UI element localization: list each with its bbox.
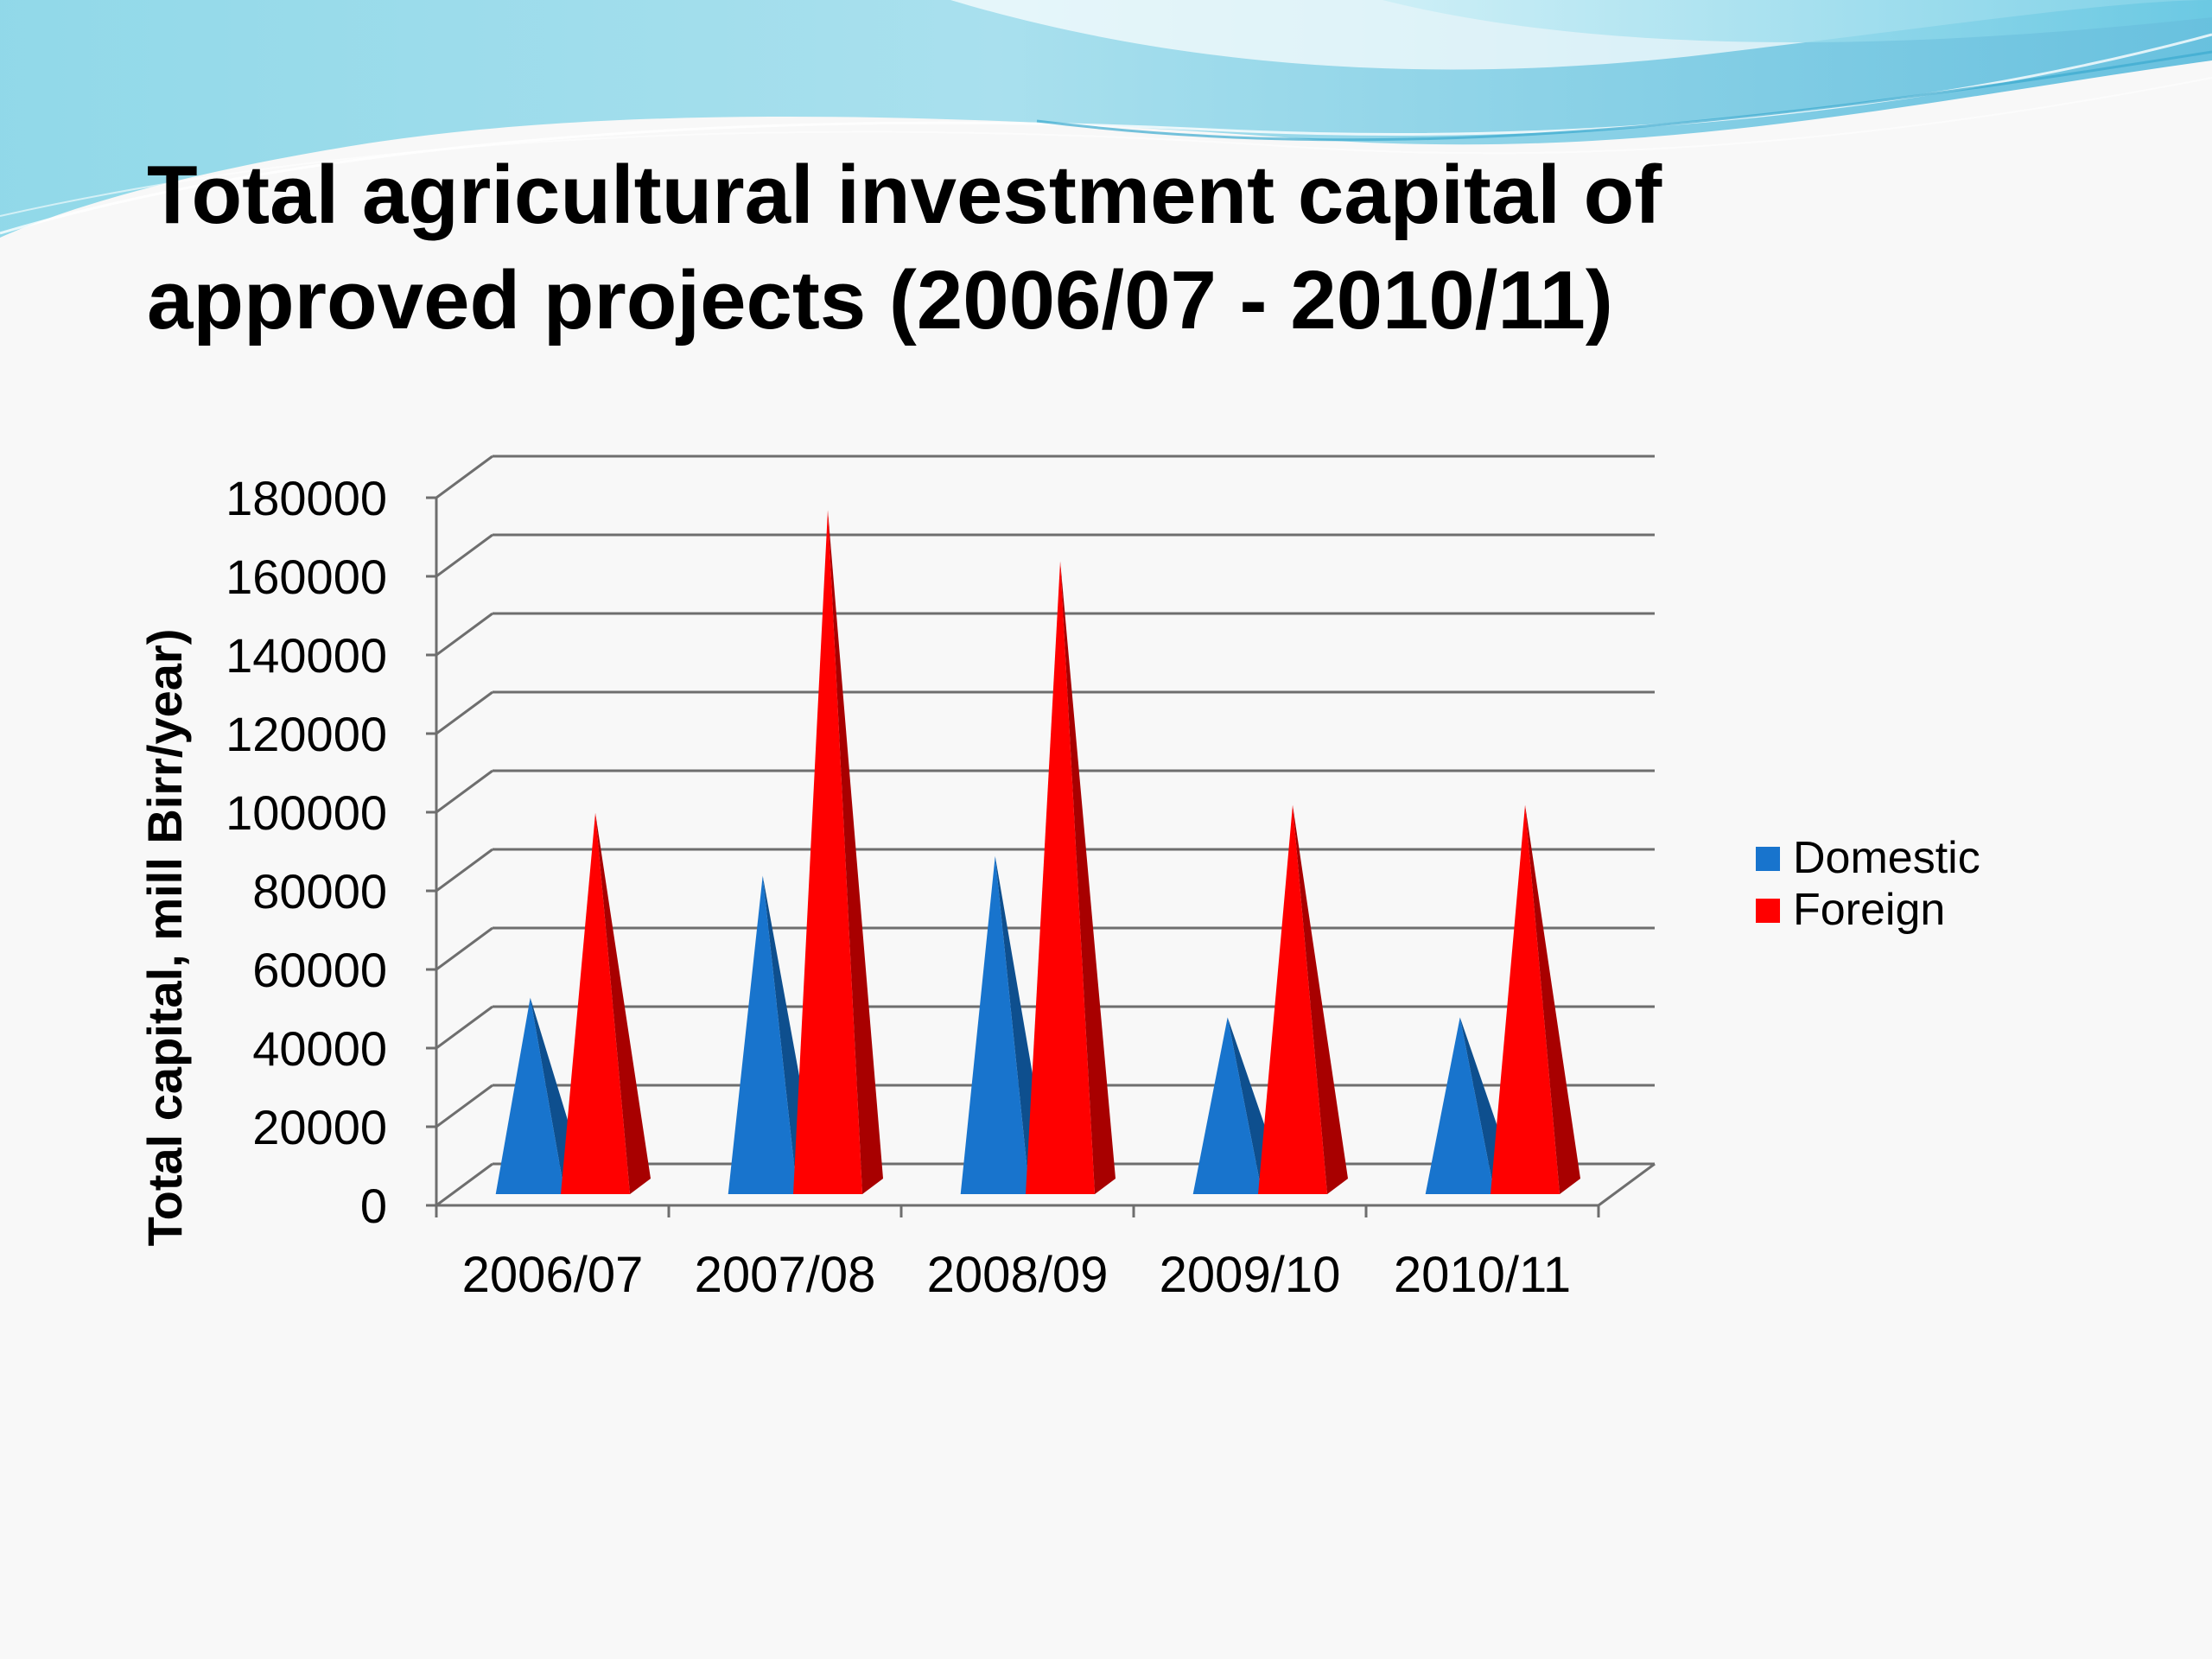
y-tick-label: 60000	[252, 943, 387, 997]
gridline-diagonal	[435, 1162, 493, 1207]
x-axis-categories: 2006/07 2007/08 2008/09 2009/10 2010/11	[435, 1205, 1600, 1303]
gridline-diagonal	[435, 690, 493, 735]
floor-edge	[1598, 1162, 1656, 1207]
cone-side-face	[1525, 804, 1581, 1194]
slide-title-line-2: approved projects (2006/07 - 2010/11)	[147, 254, 1613, 346]
cone-front-face	[1258, 804, 1328, 1194]
cone-foreign-2008-09	[1026, 561, 1116, 1194]
legend-swatch-domestic	[1756, 847, 1780, 871]
cone-front-face	[793, 510, 863, 1194]
y-tick-label: 20000	[252, 1100, 387, 1154]
gridline-diagonal	[435, 926, 493, 971]
cone-side-face	[1060, 561, 1116, 1194]
x-tick-label: 2006/07	[462, 1247, 644, 1303]
slide-title: Total agricultural investment capital of…	[147, 143, 2048, 353]
y-axis-ticks: 0 20000 40000 60000 80000 100000 120000 140000 1…	[226, 471, 436, 1233]
y-tick-label: 40000	[252, 1021, 387, 1076]
cone-foreign-2006-07	[561, 812, 652, 1194]
gridline-diagonal	[435, 1005, 493, 1050]
cone-front-face	[960, 855, 1030, 1194]
legend-swatch-foreign	[1756, 899, 1780, 923]
y-axis-label: Total capital, mill Birr/year)	[137, 629, 192, 1247]
cone-foreign-2007-08	[793, 510, 884, 1194]
cone-side-face	[828, 510, 884, 1194]
x-tick-label: 2007/08	[695, 1247, 876, 1303]
cone-front-face	[1026, 561, 1096, 1194]
y-tick-label: 100000	[226, 785, 387, 840]
y-tick-label: 180000	[226, 471, 387, 525]
cone-side-face	[595, 812, 652, 1194]
cone-front-face	[495, 997, 565, 1194]
y-tick-label: 80000	[252, 864, 387, 918]
x-tick-label: 2009/10	[1160, 1247, 1341, 1303]
y-tick-label: 140000	[226, 628, 387, 683]
legend-label-domestic: Domestic	[1793, 833, 1980, 883]
chart-cones	[495, 510, 1581, 1194]
cone-side-face	[1293, 804, 1349, 1194]
gridline-diagonal	[435, 769, 493, 814]
y-tick-label: 160000	[226, 550, 387, 604]
gridline-diagonal	[435, 1084, 493, 1128]
cone-foreign-2009-10	[1258, 804, 1349, 1194]
header-wave-decoration	[0, 0, 2212, 238]
x-tick-label: 2010/11	[1394, 1247, 1571, 1303]
cone-front-face	[1425, 1017, 1495, 1194]
gridline-diagonal	[435, 533, 493, 578]
cone-foreign-2010-11	[1491, 804, 1581, 1194]
x-tick-label: 2008/09	[927, 1247, 1109, 1303]
y-tick-label: 120000	[226, 707, 387, 761]
cone-front-face	[728, 875, 798, 1194]
cone-front-face	[561, 812, 631, 1194]
gridline-diagonal	[435, 612, 493, 657]
gridline-diagonal	[435, 454, 493, 499]
chart-legend: Domestic Foreign	[1756, 833, 1980, 935]
cone-front-face	[1192, 1017, 1262, 1194]
cone-front-face	[1491, 804, 1560, 1194]
legend-label-foreign: Foreign	[1793, 885, 1945, 935]
slide-title-line-1: Total agricultural investment capital of	[147, 149, 1662, 241]
gridline-diagonal	[435, 848, 493, 893]
y-tick-label: 0	[360, 1179, 387, 1233]
